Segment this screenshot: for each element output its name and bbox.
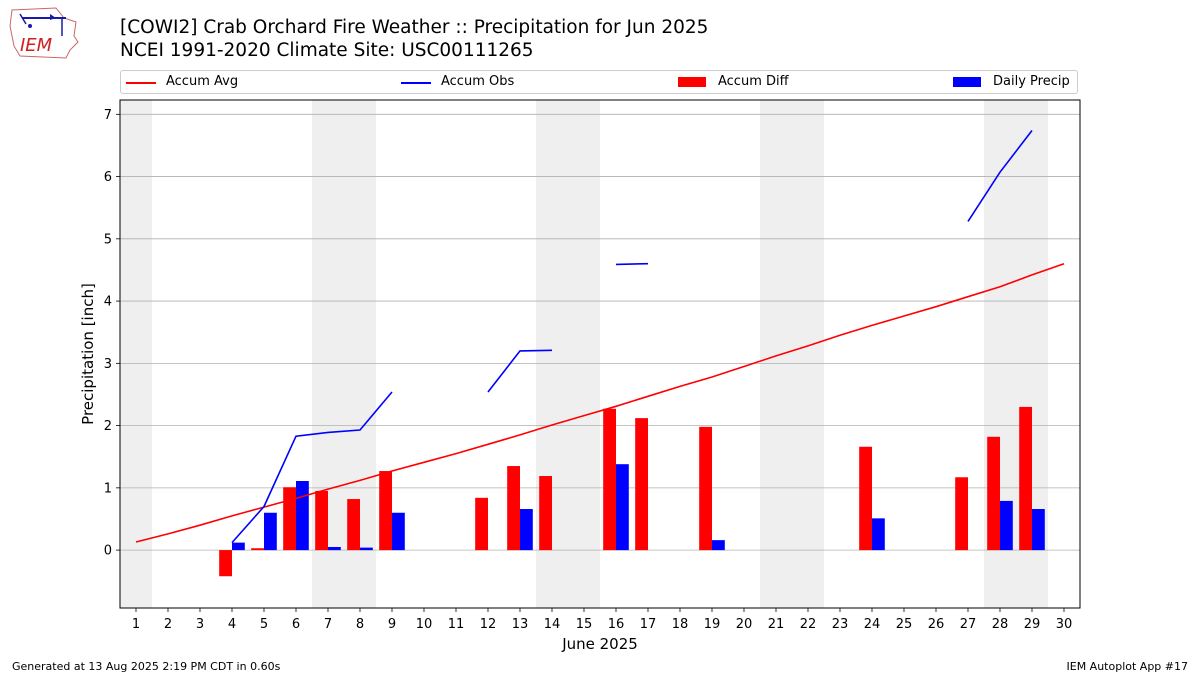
daily-precip-bar: [296, 481, 309, 551]
chart-title: [COWI2] Crab Orchard Fire Weather :: Pre…: [120, 17, 709, 38]
x-tick-label: 11: [448, 617, 465, 632]
daily-precip-bar: [616, 464, 629, 551]
accum-diff-bar: [955, 477, 968, 551]
y-tick-label: 0: [104, 544, 112, 559]
plot-frame: [119, 99, 1081, 609]
y-tick-label: 6: [104, 170, 112, 185]
accum-diff-bar: [987, 436, 1000, 551]
x-tick-label: 25: [896, 617, 913, 632]
y-tick-label: 5: [104, 232, 112, 247]
y-axis-label: Precipitation [inch]: [79, 283, 97, 425]
daily-precip-bar: [1000, 500, 1013, 551]
x-axis-label: June 2025: [561, 635, 638, 653]
accum-obs-line: [487, 349, 553, 393]
accum-diff-bar: [859, 446, 872, 551]
daily-precip-bar: [712, 540, 725, 551]
y-tick-label: 4: [104, 295, 112, 310]
svg-text:IEM: IEM: [20, 35, 53, 56]
daily-precip-bar: [1032, 509, 1045, 551]
accum-diff-bar: [315, 490, 328, 551]
y-tick-label: 1: [104, 481, 112, 496]
footer-generated: Generated at 13 Aug 2025 2:19 PM CDT in …: [12, 660, 281, 673]
x-tick-label: 9: [388, 617, 396, 632]
x-tick-label: 28: [992, 617, 1009, 632]
legend-label: Accum Obs: [441, 74, 515, 89]
x-tick-label: 19: [704, 617, 721, 632]
x-tick-label: 13: [512, 617, 529, 632]
daily-precip-bar: [872, 518, 885, 551]
x-tick-label: 4: [228, 617, 236, 632]
daily-precip-bar: [232, 542, 245, 551]
accum-avg-line: [135, 262, 1065, 543]
accum-diff-bar: [1019, 406, 1032, 551]
accum-obs-line: [967, 130, 1033, 222]
daily-precip-bar: [520, 509, 533, 551]
x-tick-label: 7: [324, 617, 332, 632]
legend-label: Daily Precip: [993, 74, 1070, 89]
x-tick-label: 14: [544, 617, 561, 632]
accum-diff-bar: [283, 487, 296, 551]
accum-diff-bar: [603, 408, 616, 551]
x-tick-label: 10: [416, 617, 433, 632]
accum-obs-line: [231, 391, 393, 544]
accum-diff-bar: [251, 548, 264, 551]
x-tick-label: 29: [1024, 617, 1041, 632]
chart-subtitle: NCEI 1991-2020 Climate Site: USC00111265: [120, 40, 534, 61]
x-tick-label: 15: [576, 617, 593, 632]
x-tick-label: 5: [260, 617, 268, 632]
accum-diff-bar: [539, 476, 552, 551]
weekend-band: [120, 100, 152, 608]
x-tick-label: 12: [480, 617, 497, 632]
legend-label: Accum Avg: [166, 74, 239, 89]
x-tick-label: 16: [608, 617, 625, 632]
x-tick-label: 26: [928, 617, 945, 632]
y-tick-label: 7: [104, 108, 112, 123]
x-tick-label: 21: [768, 617, 785, 632]
accum-diff-bar: [475, 497, 488, 551]
weekend-band: [792, 100, 824, 608]
daily-precip-bar: [264, 512, 277, 551]
x-tick-label: 30: [1056, 617, 1073, 632]
x-tick-label: 22: [800, 617, 817, 632]
legend-label: Accum Diff: [718, 74, 789, 89]
daily-precip-bar: [360, 547, 373, 551]
y-tick-label: 2: [104, 419, 112, 434]
x-tick-label: 1: [132, 617, 140, 632]
accum-diff-bar: [347, 499, 360, 551]
legend: Accum Avg Accum Obs Accum Diff Daily Pre…: [120, 70, 1078, 94]
x-tick-label: 18: [672, 617, 689, 632]
y-tick-label: 3: [104, 357, 112, 372]
daily-precip-bar: [392, 512, 405, 551]
weekend-band: [568, 100, 600, 608]
x-tick-label: 2: [164, 617, 172, 632]
accum-diff-bar: [635, 418, 648, 551]
x-tick-label: 3: [196, 617, 204, 632]
x-tick-label: 20: [736, 617, 753, 632]
x-tick-label: 27: [960, 617, 977, 632]
accum-obs-line: [615, 262, 649, 266]
x-tick-label: 23: [832, 617, 849, 632]
accum-diff-bar: [699, 426, 712, 551]
accum-diff-bar: [379, 471, 392, 551]
daily-precip-bar: [328, 546, 341, 551]
footer-app: IEM Autoplot App #17: [1066, 660, 1189, 673]
x-tick-label: 8: [356, 617, 364, 632]
accum-diff-bar: [507, 466, 520, 551]
x-tick-label: 6: [292, 617, 300, 632]
accum-diff-bar: [219, 550, 232, 577]
x-tick-label: 24: [864, 617, 881, 632]
x-tick-label: 17: [640, 617, 657, 632]
iem-logo: IEM: [9, 7, 79, 59]
weekend-band: [760, 100, 792, 608]
